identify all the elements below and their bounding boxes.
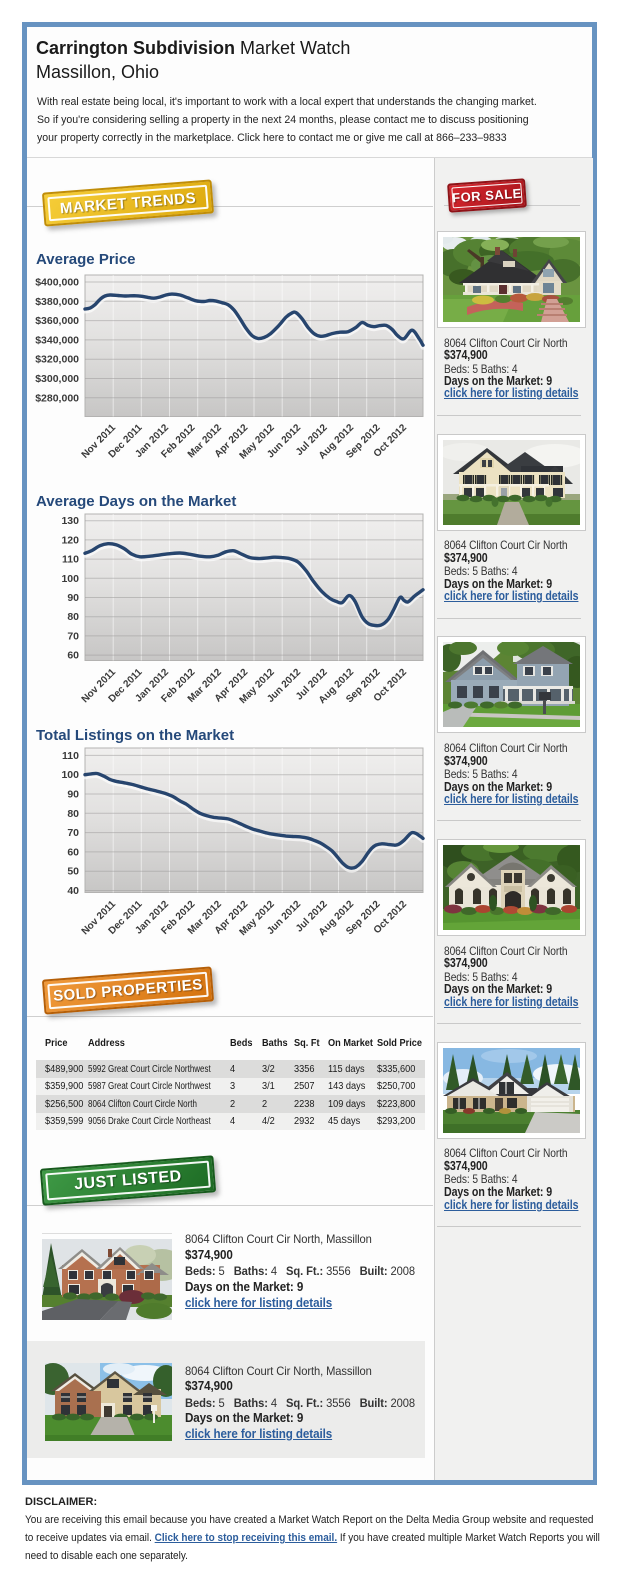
svg-text:80: 80: [67, 611, 79, 623]
svg-text:$320,000: $320,000: [35, 354, 79, 366]
svg-text:$400,000: $400,000: [35, 277, 79, 289]
svg-text:90: 90: [67, 592, 79, 604]
svg-text:50: 50: [67, 866, 79, 878]
svg-text:70: 70: [67, 827, 79, 839]
svg-text:120: 120: [61, 534, 79, 546]
svg-text:70: 70: [67, 630, 79, 642]
svg-text:$300,000: $300,000: [35, 373, 79, 385]
svg-text:100: 100: [61, 573, 79, 585]
svg-text:130: 130: [61, 515, 79, 527]
svg-text:60: 60: [67, 846, 79, 858]
svg-text:$360,000: $360,000: [35, 315, 79, 327]
svg-text:110: 110: [62, 554, 79, 566]
svg-text:40: 40: [67, 885, 79, 897]
svg-text:110: 110: [62, 750, 79, 762]
svg-text:60: 60: [67, 650, 79, 662]
svg-text:100: 100: [61, 769, 79, 781]
svg-text:90: 90: [67, 789, 79, 801]
svg-text:$340,000: $340,000: [35, 334, 79, 346]
svg-text:$380,000: $380,000: [35, 296, 79, 308]
svg-text:$280,000: $280,000: [35, 392, 79, 404]
svg-text:80: 80: [67, 808, 79, 820]
